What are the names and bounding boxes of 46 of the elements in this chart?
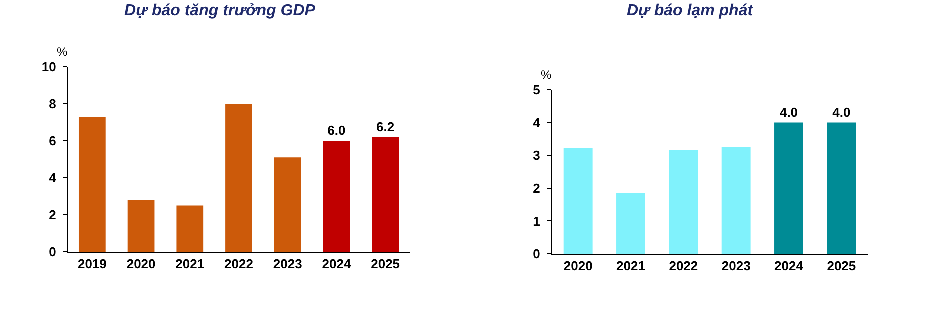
x-tick-label: 2023: [722, 258, 751, 274]
x-tick-label: 2019: [78, 256, 107, 272]
x-tick-label: 2022: [669, 258, 698, 274]
y-tick-label: 4: [533, 115, 542, 130]
x-tick-label: 2024: [774, 258, 804, 274]
y-tick-label: 2: [49, 208, 56, 223]
y-axis-title: %: [541, 68, 552, 82]
bar: [616, 193, 646, 254]
y-axis-title: %: [57, 45, 68, 59]
x-tick-label: 2023: [273, 256, 302, 272]
bar: [827, 122, 856, 254]
data-label: 4.0: [780, 104, 798, 120]
chart-title: Dự báo lạm phát: [626, 2, 754, 20]
bar: [128, 200, 155, 252]
x-tick-label: 2025: [827, 258, 856, 274]
y-tick-label: 4: [49, 170, 58, 186]
bar: [176, 206, 204, 252]
bar: [323, 141, 350, 252]
bar: [774, 122, 804, 254]
y-tick-label: 8: [49, 96, 56, 112]
bar: [669, 150, 698, 254]
y-tick-label: 6: [49, 134, 56, 149]
x-tick-label: 2024: [322, 256, 352, 272]
y-tick-label: 10: [42, 60, 56, 75]
bar: [722, 147, 751, 254]
bar: [78, 116, 106, 252]
y-tick-label: 0: [49, 244, 56, 260]
data-label: 4.0: [832, 104, 851, 120]
bar: [564, 148, 593, 254]
y-tick-label: 5: [533, 82, 540, 98]
data-label: 6.2: [376, 119, 395, 134]
y-tick-label: 2: [533, 180, 540, 196]
x-tick-label: 2020: [564, 258, 593, 274]
data-label: 6.0: [328, 123, 346, 138]
x-tick-label: 2021: [616, 258, 646, 274]
x-tick-label: 2022: [224, 256, 254, 272]
y-tick-label: 0: [533, 246, 540, 262]
x-tick-label: 2020: [126, 256, 156, 272]
y-tick-label: 1: [533, 214, 540, 229]
bar: [226, 104, 252, 252]
chart-title: Dự báo tăng trưởng GDP: [124, 2, 316, 20]
x-tick-label: 2025: [371, 256, 400, 272]
y-tick-label: 3: [533, 148, 540, 164]
bar: [372, 137, 400, 252]
bar: [274, 158, 302, 252]
x-tick-label: 2021: [176, 256, 205, 272]
